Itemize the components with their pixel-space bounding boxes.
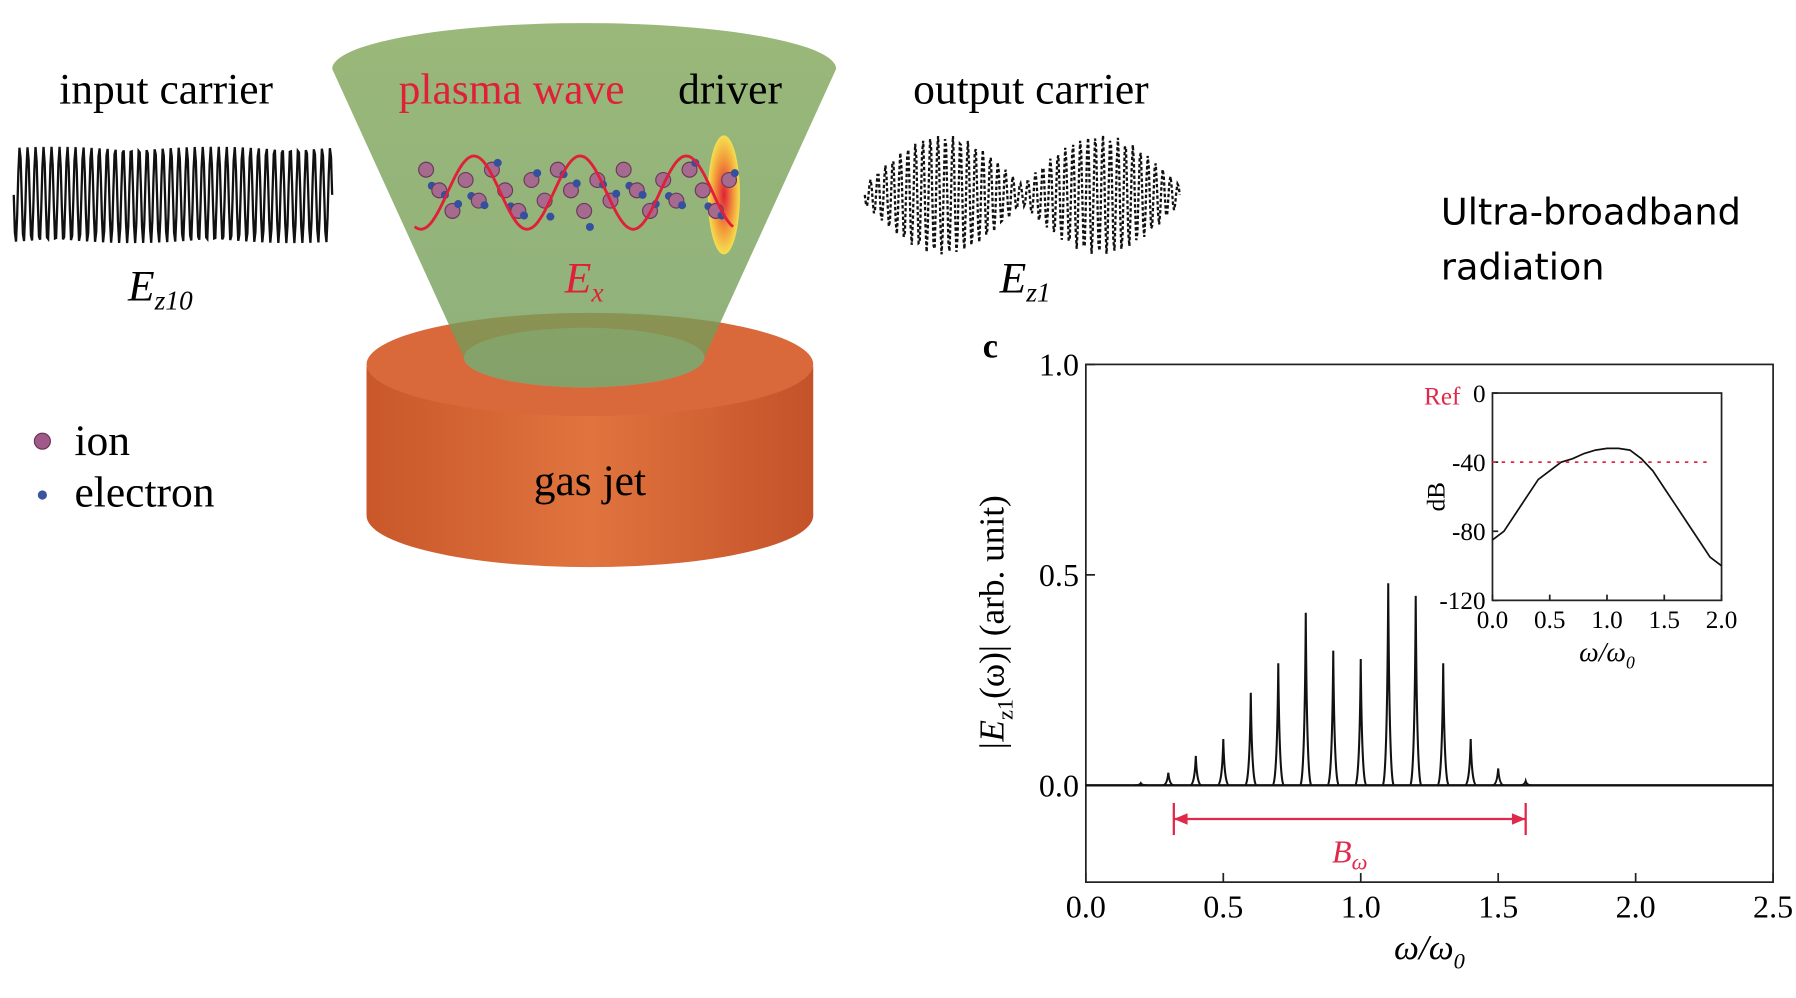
x-tick-label: 0.5	[1534, 607, 1565, 634]
output-field: Ez1	[999, 254, 1051, 307]
x-axis-label-sub: 0	[1454, 949, 1465, 974]
x-tick-label: 1.0	[1591, 607, 1622, 634]
y-axis-label: |Ez1(ω)| (arb. unit)	[972, 495, 1017, 751]
x-tick-label: 2.0	[1616, 888, 1656, 924]
jet-label: gas jet	[534, 457, 646, 505]
y-tick-label: -120	[1439, 588, 1485, 615]
caption-line: Ultra-broadband	[1441, 191, 1741, 234]
electron	[731, 169, 739, 177]
y-axis-label-sub: z1	[993, 699, 1018, 720]
driver-label: driver	[678, 65, 782, 113]
electron	[454, 200, 462, 208]
legend-ion: ion	[74, 417, 130, 465]
y-axis-label-main: |E	[972, 720, 1011, 751]
electron	[494, 159, 502, 167]
y-axis-label: dB	[1423, 482, 1450, 511]
caption: Ultra-broadband radiation	[1441, 191, 1741, 289]
figure: input carrier Ez10 plasma wave driver Ex…	[0, 0, 1796, 998]
spectral-peak	[1218, 739, 1229, 785]
electron	[520, 212, 528, 220]
x-tick-label: 2.5	[1753, 888, 1793, 924]
ion	[419, 162, 434, 177]
electron	[678, 201, 686, 209]
spectral-peak	[1245, 693, 1256, 786]
spectral-peak	[1273, 663, 1284, 785]
spectral-peak	[1492, 768, 1503, 785]
spectral-peak	[1328, 651, 1339, 786]
y-axis-label-rest: (ω)| (arb. unit)	[972, 495, 1011, 699]
spectral-peak	[1355, 659, 1366, 785]
bandwidth-label-main: B	[1332, 834, 1352, 870]
electron	[586, 223, 594, 231]
electron	[480, 201, 488, 209]
spectral-peak	[1383, 583, 1394, 785]
spectral-peak	[1190, 756, 1201, 785]
bandwidth-label-sub: ω	[1352, 849, 1368, 874]
electron	[639, 191, 647, 199]
electron-icon	[38, 490, 47, 499]
spectral-peak	[1300, 613, 1311, 786]
electron	[533, 169, 541, 177]
spectral-peak	[1410, 596, 1421, 785]
x-tick-label: 1.0	[1341, 888, 1381, 924]
ion	[616, 162, 631, 177]
y-tick-label: -80	[1452, 519, 1486, 546]
reference-label: Ref	[1424, 384, 1461, 411]
x-axis-label: ω/ω0	[1394, 928, 1465, 974]
y-tick-label: -40	[1452, 450, 1486, 477]
caption-line: radiation	[1441, 246, 1605, 289]
input-wave	[14, 147, 332, 243]
plasma-label: plasma wave	[399, 65, 625, 113]
x-axis-label-sub: 0	[1626, 652, 1635, 672]
x-tick-label: 1.5	[1478, 888, 1518, 924]
x-tick-label: 1.5	[1649, 607, 1680, 634]
legend-electron: electron	[74, 468, 214, 516]
x-axis-label-main: ω/ω	[1394, 928, 1454, 967]
y-tick-label: 1.0	[1039, 347, 1079, 383]
x-tick-label: 0.5	[1203, 888, 1243, 924]
y-tick-label: 0.0	[1039, 768, 1079, 804]
ion	[577, 203, 592, 218]
x-axis-label: ω/ω0	[1579, 636, 1635, 673]
input-field: Ez10	[127, 262, 193, 315]
panel-label: c	[983, 328, 998, 366]
y-tick-label: 0	[1473, 381, 1486, 408]
output-wave	[865, 135, 1180, 254]
electron	[612, 190, 620, 198]
x-tick-label: 2.0	[1706, 607, 1737, 634]
input-label: input carrier	[59, 65, 273, 113]
electron	[573, 179, 581, 187]
spectral-peak	[1163, 773, 1174, 786]
x-axis-label-main: ω/ω	[1579, 636, 1626, 667]
ion-icon	[34, 433, 50, 449]
x-tick-label: 0.0	[1066, 888, 1106, 924]
output-label: output carrier	[913, 65, 1149, 113]
spectral-peak	[1465, 739, 1476, 785]
spectral-peak	[1437, 663, 1448, 785]
ion	[458, 173, 473, 188]
electron	[546, 213, 554, 221]
bandwidth-label: Bω	[1332, 834, 1367, 875]
y-tick-label: 0.5	[1039, 557, 1079, 593]
